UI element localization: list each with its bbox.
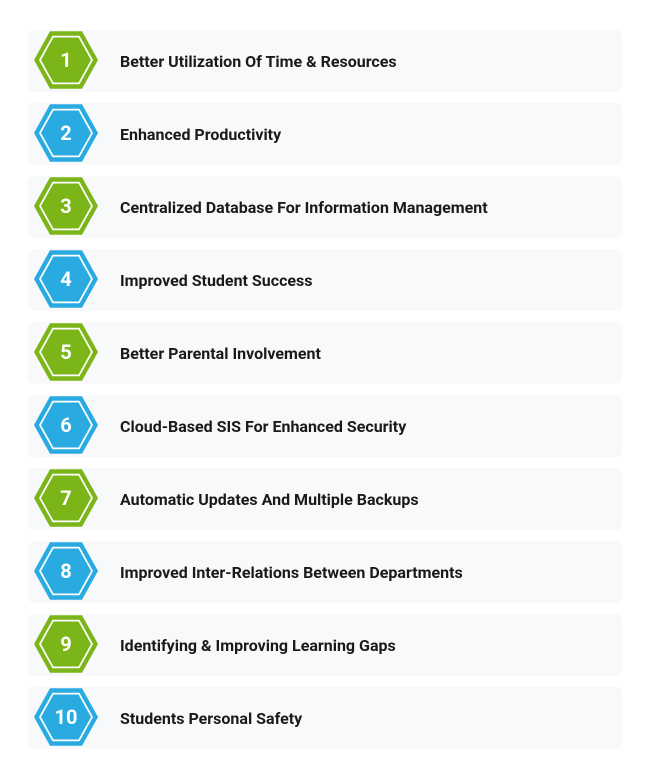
- list-item: 9 Identifying & Improving Learning Gaps: [28, 614, 622, 676]
- list-item: 4 Improved Student Success: [28, 249, 622, 311]
- hexagon-badge: 5: [34, 321, 98, 385]
- item-label: Cloud-Based SIS For Enhanced Security: [120, 417, 406, 436]
- item-label: Better Utilization Of Time & Resources: [120, 52, 397, 71]
- hexagon-badge: 8: [34, 540, 98, 604]
- item-label: Enhanced Productivity: [120, 125, 281, 144]
- item-number: 5: [60, 340, 71, 364]
- hexagon-badge: 4: [34, 248, 98, 312]
- list-item: 10 Students Personal Safety: [28, 687, 622, 749]
- list-item: 1 Better Utilization Of Time & Resources: [28, 30, 622, 92]
- list-item: 3 Centralized Database For Information Ma…: [28, 176, 622, 238]
- item-label: Automatic Updates And Multiple Backups: [120, 490, 419, 509]
- item-number: 2: [60, 121, 71, 145]
- list-item: 5 Better Parental Involvement: [28, 322, 622, 384]
- item-number: 3: [60, 194, 71, 218]
- hexagon-badge: 3: [34, 175, 98, 239]
- hexagon-badge: 9: [34, 613, 98, 677]
- item-number: 7: [60, 486, 71, 510]
- item-number: 9: [60, 632, 71, 656]
- list-item: 6 Cloud-Based SIS For Enhanced Security: [28, 395, 622, 457]
- list-item: 2 Enhanced Productivity: [28, 103, 622, 165]
- item-label: Better Parental Involvement: [120, 344, 321, 363]
- hexagon-badge: 7: [34, 467, 98, 531]
- item-label: Improved Inter-Relations Between Departm…: [120, 563, 463, 582]
- item-number: 4: [60, 267, 71, 291]
- hexagon-badge: 1: [34, 29, 98, 93]
- item-label: Improved Student Success: [120, 271, 313, 290]
- hexagon-badge: 2: [34, 102, 98, 166]
- item-label: Centralized Database For Information Man…: [120, 198, 488, 217]
- item-label: Identifying & Improving Learning Gaps: [120, 636, 396, 655]
- hexagon-badge: 6: [34, 394, 98, 458]
- list-item: 7 Automatic Updates And Multiple Backups: [28, 468, 622, 530]
- benefits-list: 1 Better Utilization Of Time & Resources 2…: [28, 30, 622, 749]
- item-number: 6: [60, 413, 71, 437]
- item-number: 10: [55, 705, 78, 729]
- item-number: 8: [60, 559, 71, 583]
- hexagon-badge: 10: [34, 686, 98, 750]
- list-item: 8 Improved Inter-Relations Between Depart…: [28, 541, 622, 603]
- item-number: 1: [60, 48, 71, 72]
- item-label: Students Personal Safety: [120, 709, 302, 728]
